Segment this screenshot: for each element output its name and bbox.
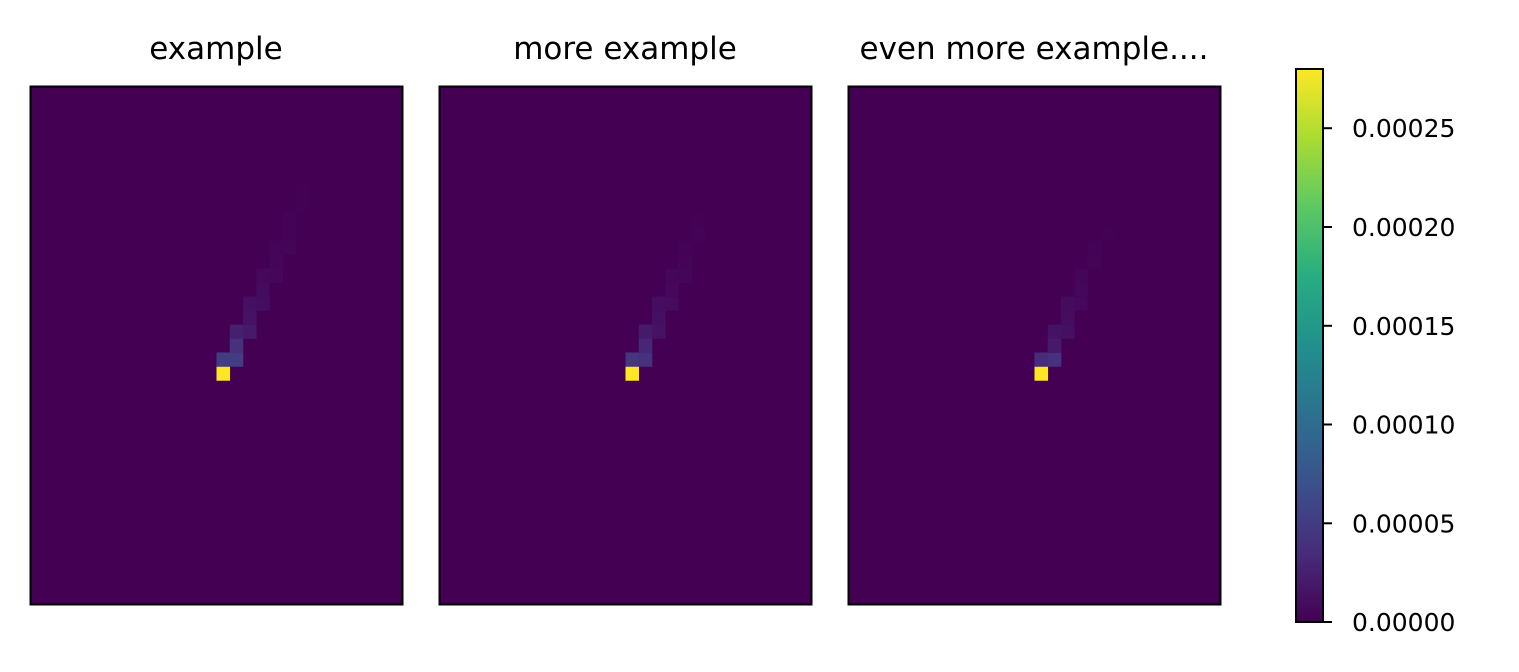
heatmap-cell [216, 366, 231, 381]
heatmap-cell [678, 268, 693, 283]
heatmap-cell [229, 338, 244, 353]
heatmap-cell [691, 212, 706, 228]
heatmap-cell [1034, 352, 1049, 367]
heatmap-cell [1047, 324, 1062, 339]
heatmap-cell [638, 352, 653, 367]
heatmap-cell [638, 338, 653, 353]
heatmap-cell [652, 324, 666, 339]
heatmap-cell [1034, 366, 1049, 381]
heatmap-cell [678, 254, 693, 269]
heatmap-cell [282, 226, 297, 241]
heatmap-cell [269, 254, 284, 269]
colorbar-tick-label: 0.00020 [1352, 213, 1455, 242]
heatmap-cell [1100, 226, 1115, 241]
heatmap-panel-more-example: more example [438, 31, 813, 606]
heatmap-cell [269, 240, 284, 255]
heatmap-cell [652, 310, 666, 325]
panel-frame [29, 85, 404, 606]
panel-frame [438, 85, 813, 606]
heatmap-cell [229, 324, 244, 339]
heatmap-cell [1087, 254, 1102, 269]
heatmap-cell [1047, 352, 1062, 367]
heatmap-cell [269, 268, 284, 283]
heatmap-cell [665, 268, 679, 283]
heatmap-cell [652, 296, 666, 311]
panel-title-example: example [149, 31, 282, 67]
panel-title-more-example: more example [513, 31, 737, 67]
colorbar-tick-label: 0.00010 [1352, 411, 1455, 440]
heatmap-cell [282, 240, 297, 255]
colorbar-tick-label: 0.00025 [1352, 114, 1455, 143]
heatmap-cell [256, 296, 270, 311]
heatmap-cell [243, 324, 257, 339]
heatmap-cell [1047, 338, 1062, 353]
heatmap-cell [243, 310, 257, 325]
colorbar-ticks: 0.00000 0.00005 0.00010 0.00015 0.00020 0.000… [1323, 114, 1455, 637]
heatmap-cell [256, 268, 270, 283]
heatmap-cell [296, 198, 310, 214]
heatmap-cell [296, 184, 310, 200]
heatmap-cell [1061, 324, 1075, 339]
colorbar-tick-label: 0.00000 [1352, 608, 1455, 637]
heatmap-background [440, 87, 811, 604]
colorbar-tick-label: 0.00005 [1352, 509, 1455, 538]
heatmap-panel-example: example [29, 31, 404, 606]
heatmap-cell [282, 212, 297, 228]
colorbar-gradient [1296, 69, 1323, 622]
colorbar-tick-label: 0.00015 [1352, 312, 1455, 341]
heatmap-panel-even-more-example: even more example.... [847, 31, 1222, 606]
panel-title-even-more-example: even more example.... [860, 31, 1209, 67]
heatmap-cells [440, 87, 811, 604]
heatmap-cells [849, 87, 1220, 604]
heatmap-cell [1074, 296, 1088, 311]
heatmap-cell [665, 282, 679, 297]
heatmap-background [31, 87, 402, 604]
heatmap-cell [229, 352, 244, 367]
heatmap-cell [1061, 296, 1075, 311]
heatmap-cell [678, 240, 693, 255]
heatmap-cell [216, 352, 231, 367]
panel-frame [847, 85, 1222, 606]
colorbar: 0.00000 0.00005 0.00010 0.00015 0.00020 0.000… [1295, 68, 1455, 637]
heatmap-cell [665, 296, 679, 311]
heatmap-cell [691, 226, 706, 241]
heatmap-cell [1074, 282, 1088, 297]
heatmap-cell [243, 296, 257, 311]
heatmap-background [849, 87, 1220, 604]
heatmap-cells [31, 87, 402, 604]
heatmap-cell [625, 366, 640, 381]
colorbar-frame [1295, 68, 1324, 623]
heatmap-cell [256, 282, 270, 297]
heatmap-cell [638, 324, 653, 339]
heatmap-cell [1061, 310, 1075, 325]
heatmap-cell [1074, 268, 1088, 283]
heatmap-cell [625, 352, 640, 367]
heatmap-cell [1087, 240, 1102, 255]
